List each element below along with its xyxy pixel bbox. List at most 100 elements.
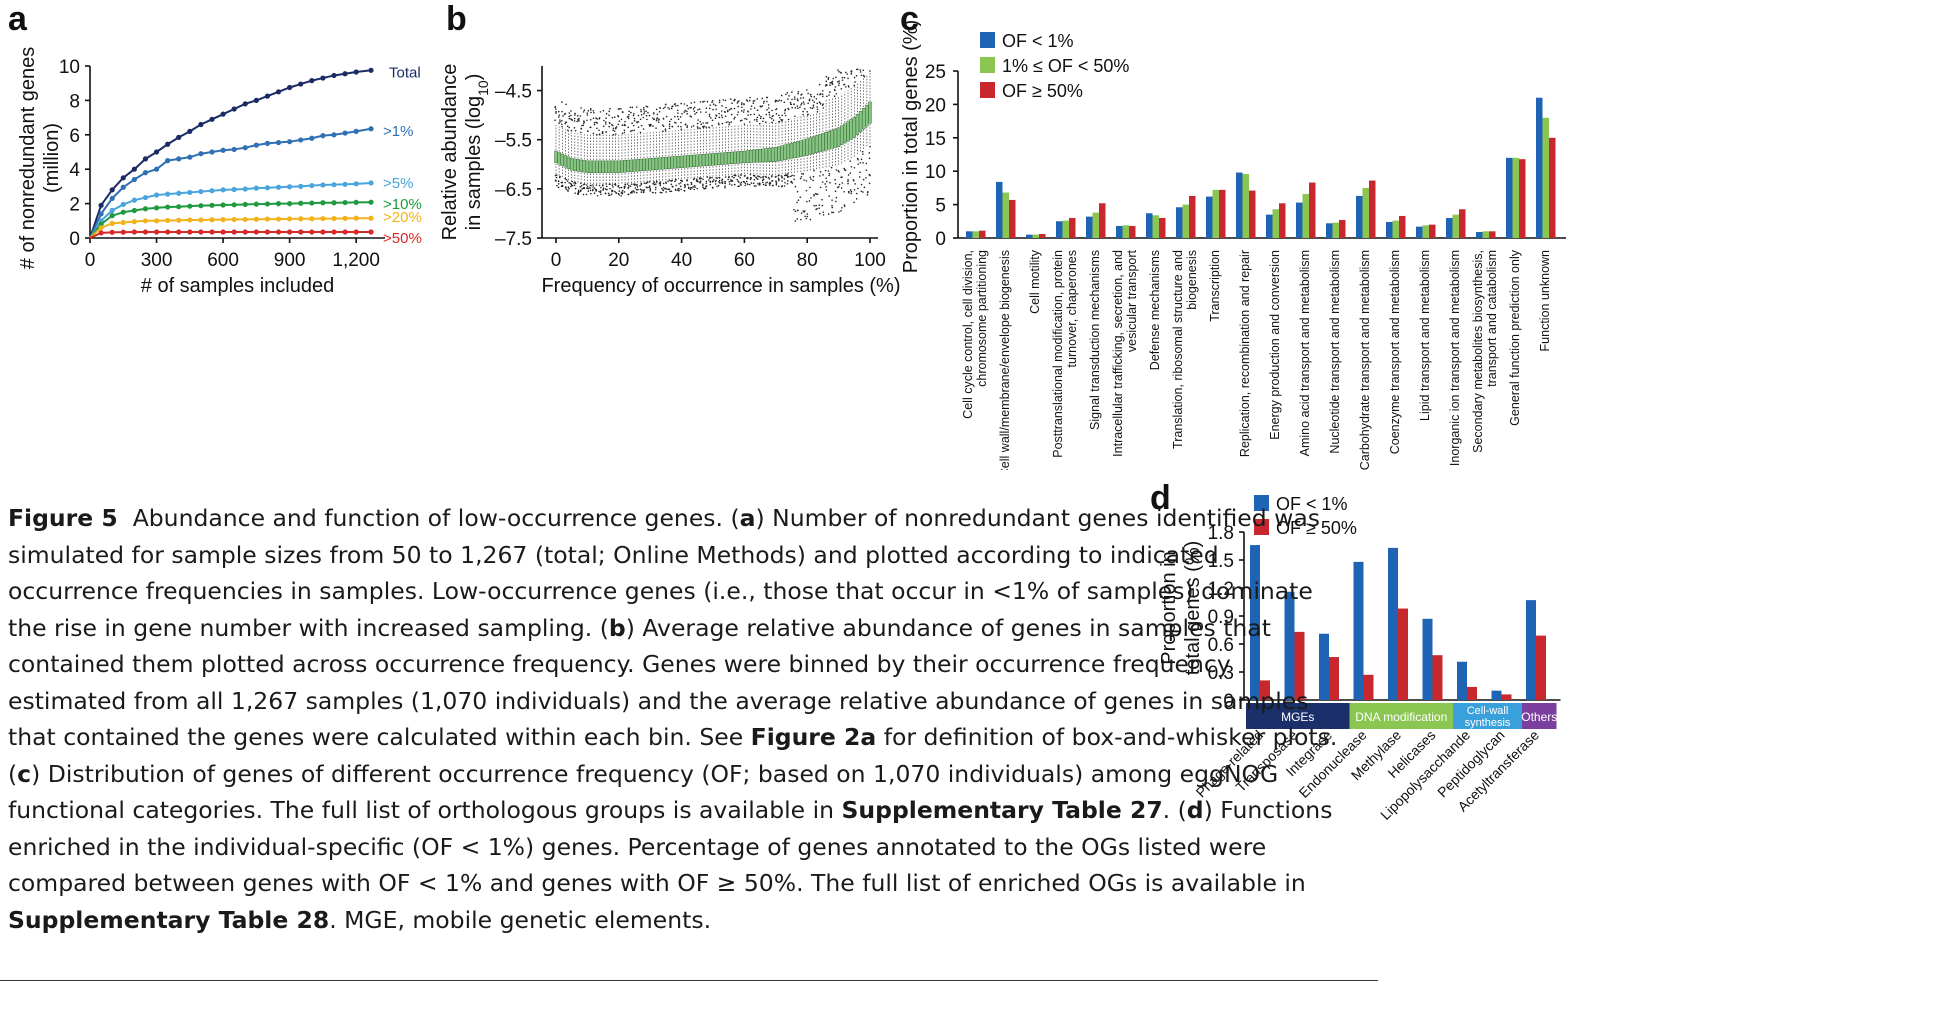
a-data-point xyxy=(298,81,304,87)
b-outlier xyxy=(781,114,783,117)
b-outlier xyxy=(838,171,840,173)
b-box xyxy=(849,119,853,140)
c-category-label-line: turnover, chaperones xyxy=(1065,250,1079,367)
b-outlier xyxy=(705,180,708,183)
b-outlier xyxy=(705,111,707,114)
b-outlier xyxy=(648,123,651,126)
c-bar xyxy=(1062,220,1069,238)
b-outlier xyxy=(680,128,683,131)
b-outlier xyxy=(639,118,642,121)
b-outlier xyxy=(705,107,708,110)
b-outlier xyxy=(677,125,680,128)
b-outlier xyxy=(565,103,567,106)
figure-caption: Figure 5 Abundance and function of low-o… xyxy=(8,500,1338,938)
b-outlier xyxy=(642,107,645,109)
b-outlier xyxy=(838,211,840,213)
b-outlier xyxy=(586,185,589,188)
d-y-tick-label: 1.8 xyxy=(1208,523,1234,544)
b-outlier xyxy=(697,119,699,121)
a-data-point xyxy=(165,158,171,164)
b-outlier xyxy=(577,192,580,195)
c-bar xyxy=(1249,190,1256,238)
b-outlier xyxy=(662,186,665,189)
b-outlier xyxy=(749,113,752,116)
panel-a-label: a xyxy=(8,0,28,38)
b-y-axis-label-line: in samples (log xyxy=(463,96,485,231)
d-legend-swatch xyxy=(1254,519,1269,535)
b-outlier xyxy=(593,111,595,114)
b-outlier xyxy=(718,179,721,182)
b-outlier xyxy=(652,191,654,194)
c-bar xyxy=(1182,204,1189,238)
b-outlier xyxy=(711,176,713,179)
b-outlier xyxy=(862,74,865,77)
b-outlier xyxy=(834,86,837,88)
d-bar xyxy=(1398,608,1408,700)
b-outlier xyxy=(768,114,771,116)
b-outlier xyxy=(598,184,601,187)
a-data-point xyxy=(253,97,259,103)
a-data-point xyxy=(98,230,104,236)
a-data-point xyxy=(368,199,374,205)
c-bar xyxy=(1219,189,1226,238)
b-outlier xyxy=(574,182,577,185)
d-bar xyxy=(1491,690,1502,700)
a-data-point xyxy=(368,180,374,186)
b-outlier xyxy=(730,98,732,100)
b-outlier xyxy=(647,186,649,189)
b-outlier xyxy=(657,121,660,123)
b-outlier xyxy=(568,126,570,129)
b-outlier xyxy=(621,192,624,195)
b-box xyxy=(670,156,674,169)
b-outlier xyxy=(560,123,563,126)
b-outlier xyxy=(633,112,635,115)
a-data-point xyxy=(131,197,137,203)
b-outlier xyxy=(854,183,856,185)
d-bar xyxy=(1363,674,1374,700)
b-outlier xyxy=(737,105,740,108)
b-outlier xyxy=(605,117,607,119)
b-outlier xyxy=(847,180,849,183)
b-box xyxy=(814,135,819,153)
c-category-label: Amino acid transport and metabolism xyxy=(1298,250,1312,456)
a-data-point xyxy=(98,211,104,217)
b-box xyxy=(748,150,753,163)
a-data-point xyxy=(353,181,359,187)
b-outlier xyxy=(648,114,651,117)
b-outlier xyxy=(783,101,786,104)
b-outlier xyxy=(574,114,576,116)
b-outlier xyxy=(670,183,673,186)
c-legend-swatch xyxy=(980,82,995,98)
b-box xyxy=(789,142,794,159)
b-outlier xyxy=(840,187,843,189)
b-outlier xyxy=(808,200,811,202)
c-category-label: Posttranslational modification, proteint… xyxy=(1051,250,1079,458)
b-outlier xyxy=(617,184,620,187)
b-outlier xyxy=(704,187,707,190)
a-data-point xyxy=(342,215,348,221)
b-outlier xyxy=(570,114,572,117)
b-outlier xyxy=(697,127,699,129)
b-outlier xyxy=(862,191,864,193)
a-data-point xyxy=(342,130,348,136)
b-outlier xyxy=(642,189,644,192)
a-data-point xyxy=(342,199,348,206)
b-outlier xyxy=(645,186,648,189)
b-outlier xyxy=(730,107,733,110)
b-outlier xyxy=(608,125,610,128)
b-outlier xyxy=(659,181,661,184)
b-outlier xyxy=(799,177,802,180)
b-outlier xyxy=(850,70,853,72)
b-outlier xyxy=(604,188,607,190)
b-outlier xyxy=(661,124,664,126)
b-outlier xyxy=(618,107,621,110)
a-data-point xyxy=(187,229,193,235)
a-data-point xyxy=(165,217,171,224)
b-outlier xyxy=(555,176,558,179)
b-outlier xyxy=(692,107,695,110)
b-outlier xyxy=(671,105,674,107)
c-bar xyxy=(979,230,986,238)
b-outlier xyxy=(609,187,611,190)
a-data-point xyxy=(309,216,315,222)
